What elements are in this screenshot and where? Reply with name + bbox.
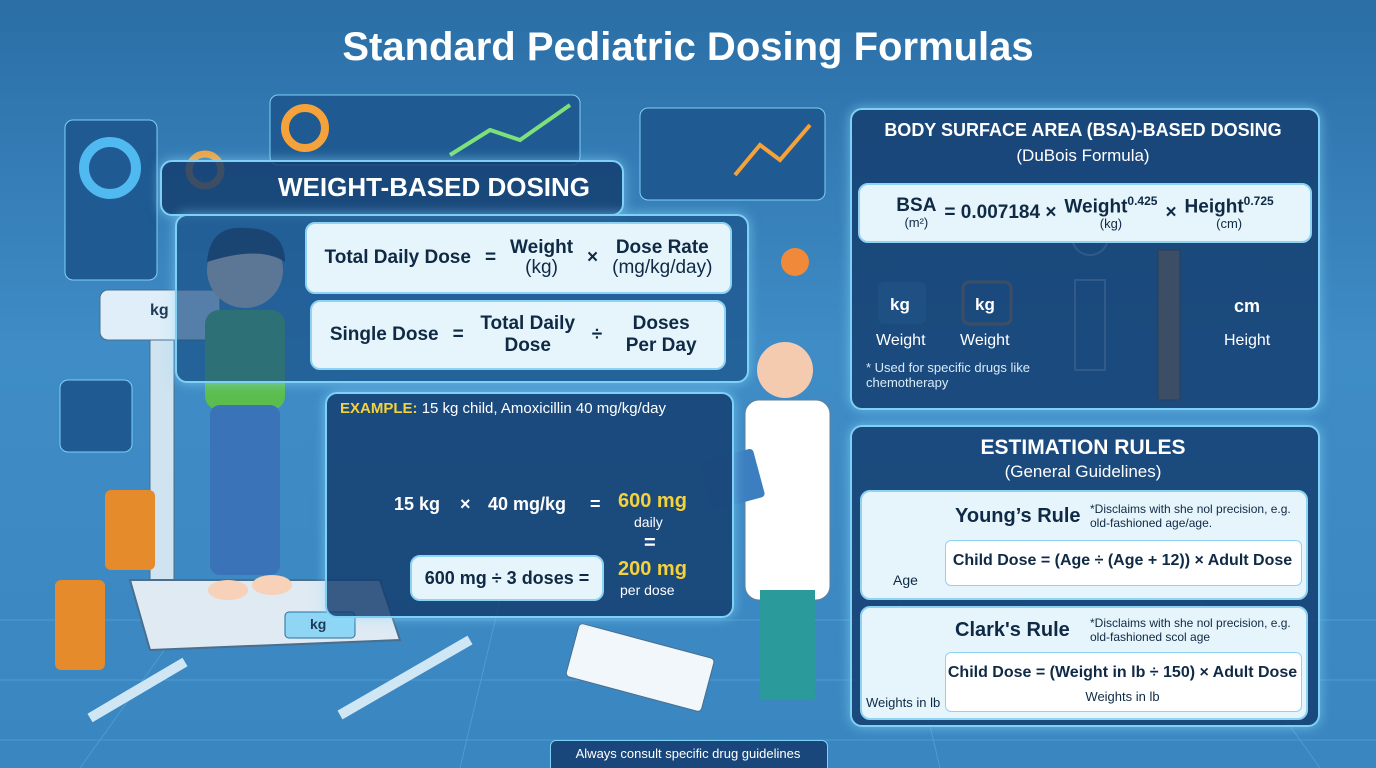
calc-text: =: [590, 494, 601, 514]
formula-box: Single Dose = Total Daily Dose ÷ Doses P…: [310, 300, 726, 370]
icon-label: Weights in lb: [866, 695, 941, 710]
calc-result: 200 mg: [618, 558, 687, 580]
calc-text: 15 kg: [394, 494, 441, 514]
footer-box: [550, 740, 828, 768]
rule-name: Clark's Rule: [955, 619, 1070, 641]
icon-label: Age: [893, 572, 918, 588]
section-heading: BODY SURFACE AREA (BSA)-BASED DOSING: [884, 120, 1282, 140]
icon-symbol: cm: [1234, 296, 1261, 316]
rule-formula: Child Dose = (Weight in lb ÷ 150) × Adul…: [947, 664, 1298, 681]
formula-box: Total Daily Dose = Weight (kg) × Dose Rat…: [305, 222, 732, 294]
formula-text: (cm): [1216, 216, 1243, 232]
rule-formula: Child Dose = (Age ÷ (Age + 12)) × Adult …: [952, 552, 1293, 569]
formula-text: Weight: [510, 237, 574, 259]
rule-note: *Disclaims with she nol precision, e.g. …: [1090, 616, 1291, 644]
formula-text: =: [484, 247, 497, 268]
calc-note: daily: [634, 514, 663, 530]
example-header: EXAMPLE: 15 kg child, Amoxicillin 40 mg/…: [340, 400, 666, 417]
formula-text: Total Daily Dose: [324, 247, 471, 268]
rule-note: *Disclaims with she nol precision, e.g. …: [1090, 502, 1291, 530]
example-text: 15 kg child, Amoxicillin 40 mg/kg/day: [421, 400, 666, 417]
formula-box: [945, 652, 1302, 712]
calc-text: ×: [460, 494, 471, 514]
page-title: Standard Pediatric Dosing Formulas: [342, 25, 1034, 69]
formula-text: (mg/kg/day): [612, 257, 713, 278]
calc-note: per dose: [620, 582, 675, 598]
icon-label: Weight: [876, 332, 926, 349]
formula-text: Doses Per Day: [625, 313, 697, 356]
section-subheading: (DuBois Formula): [1016, 146, 1150, 165]
rule-name: Young’s Rule: [955, 505, 1081, 527]
calc-text: =: [644, 532, 656, 554]
formula-note: Weights in lb: [1085, 689, 1160, 704]
formula-text: BSA: [896, 195, 937, 217]
formula-text: Single Dose: [329, 324, 439, 345]
example-label: EXAMPLE:: [340, 400, 418, 417]
formula-text: (kg): [1099, 216, 1123, 232]
formula-text: (kg): [525, 257, 558, 278]
formula-text: Dose Rate: [615, 237, 709, 259]
icon-symbol: kg: [975, 295, 995, 314]
bsa-panel: [850, 108, 1320, 410]
formula-text: ×: [1165, 202, 1177, 223]
formula-text: ÷: [591, 324, 603, 345]
scale-label: kg: [150, 302, 169, 319]
formula-text: Height: [1184, 196, 1244, 218]
formula-text: Total Daily Dose: [480, 313, 576, 356]
calc-result: 600 mg: [618, 490, 687, 512]
formula-box: BSA (m²) = 0.007184 × Weight0.425 (kg) × H…: [858, 183, 1312, 243]
formula-text: =: [452, 324, 464, 345]
icon-label: Weight: [960, 332, 1010, 349]
formula-text: ×: [587, 247, 599, 268]
scale-label: kg: [310, 616, 327, 632]
calc-text: 600 mg ÷ 3 doses =: [424, 567, 590, 588]
footer: Always consult specific drug guidelines: [575, 746, 801, 761]
formula-box: [945, 540, 1302, 586]
section-subheading: (General Guidelines): [1004, 462, 1162, 481]
formula-text: = 0.007184 ×: [944, 202, 1057, 223]
calc-box: 600 mg ÷ 3 doses =: [410, 555, 604, 601]
icon-symbol: kg: [890, 295, 910, 314]
exponent: 0.425: [1127, 194, 1158, 209]
section-heading: ESTIMATION RULES: [980, 436, 1186, 459]
formula-text: Weight: [1064, 196, 1128, 218]
section-heading: WEIGHT-BASED DOSING: [278, 172, 591, 202]
exponent: 0.725: [1243, 194, 1274, 209]
icon-label: Height: [1224, 332, 1271, 349]
calc-text: 40 mg/kg: [488, 494, 567, 514]
formula-text: (m²): [904, 215, 929, 231]
note: * Used for specific drugs like chemother…: [866, 360, 1031, 390]
